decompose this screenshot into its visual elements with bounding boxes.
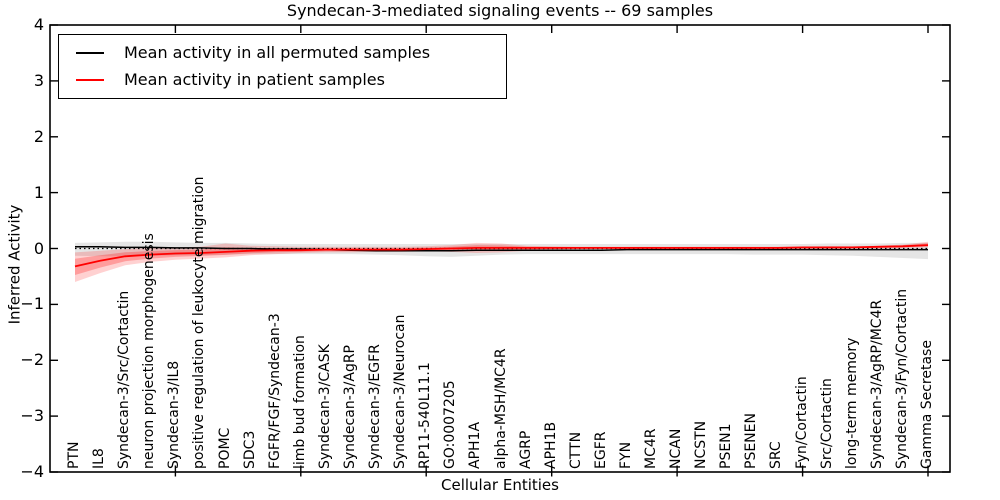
x-tick-label: APH1A [467, 421, 483, 469]
x-tick-label: Syndecan-3/Fyn/Cortactin [894, 288, 910, 469]
series-line-1 [74, 244, 929, 268]
x-tick-label: NCSTN [693, 420, 709, 469]
x-tick-label: POMC [217, 427, 233, 469]
x-tick-label: SRC [768, 441, 784, 469]
x-tick-label: Fyn/Cortactin [794, 376, 810, 469]
x-tick-label: FYN [618, 441, 634, 469]
legend-label-permuted: Mean activity in all permuted samples [124, 42, 431, 62]
x-tick-label: Syndecan-3/EGFR [367, 344, 383, 469]
x-tick-label: alpha-MSH/MC4R [493, 348, 509, 469]
legend-label-patient: Mean activity in patient samples [124, 70, 385, 90]
y-tick-label: 0 [33, 239, 44, 258]
band-patient-samples-range-inner [75, 243, 928, 275]
x-tick-label: SDC3 [242, 430, 258, 469]
y-tick-label: −1 [20, 294, 44, 313]
x-tick-label: neuron projection morphogenesis [141, 233, 157, 469]
x-tick-label: long-term memory [844, 337, 860, 469]
y-tick-label: 2 [33, 127, 44, 146]
series-line-0 [75, 246, 928, 252]
x-tick-label: Gamma Secretase [919, 340, 935, 469]
x-tick-label: NCAN [668, 428, 684, 469]
y-tick-label: −4 [20, 462, 44, 481]
x-tick-label: APH1B [543, 421, 559, 469]
x-tick-label: PSEN1 [718, 423, 734, 469]
x-tick-label: PTN [66, 441, 82, 469]
legend-line-sample-black [76, 51, 104, 54]
x-tick-label: limb bud formation [292, 335, 308, 469]
x-tick-label: Syndecan-3/Src/Cortactin [116, 290, 132, 469]
x-tick-label: PSENEN [743, 413, 759, 469]
y-tick-label: −2 [20, 350, 44, 369]
x-tick-label: MC4R [643, 428, 659, 470]
x-tick-label: EGFR [593, 431, 609, 469]
x-tick-label: AGRP [518, 430, 534, 469]
x-tick-label: RP11-540L11.1 [417, 362, 433, 469]
legend-item-patient: Mean activity in patient samples [59, 70, 506, 90]
legend: Mean activity in all permuted samples Me… [58, 34, 507, 99]
legend-item-permuted: Mean activity in all permuted samples [59, 43, 506, 63]
chart-title: Syndecan-3-mediated signaling events -- … [286, 1, 714, 20]
x-tick-label: GO:0007205 [442, 380, 458, 469]
y-tick-label: 3 [33, 71, 44, 90]
band-patient-samples-range [75, 241, 928, 282]
y-tick-label: 1 [33, 183, 44, 202]
y-tick-label: −3 [20, 406, 44, 425]
x-tick-label: Src/Cortactin [819, 378, 835, 469]
y-tick-label: 4 [33, 15, 44, 34]
legend-line-sample-red [76, 79, 104, 82]
x-tick-label: positive regulation of leukocyte migrati… [191, 176, 207, 469]
x-tick-label: Syndecan-3/AgRP/MC4R [869, 299, 885, 469]
x-tick-label: CTTN [568, 431, 584, 469]
x-tick-label: Syndecan-3/Neurocan [392, 314, 408, 470]
x-tick-label: Syndecan-3/AgRP [342, 344, 358, 469]
x-tick-label: FGFR/FGF/Syndecan-3 [267, 313, 283, 469]
x-tick-label: Syndecan-3/IL8 [166, 360, 182, 469]
x-tick-label: IL8 [91, 448, 107, 469]
x-tick-label: Syndecan-3/CASK [317, 344, 333, 469]
x-axis-label: Cellular Entities [441, 476, 559, 494]
